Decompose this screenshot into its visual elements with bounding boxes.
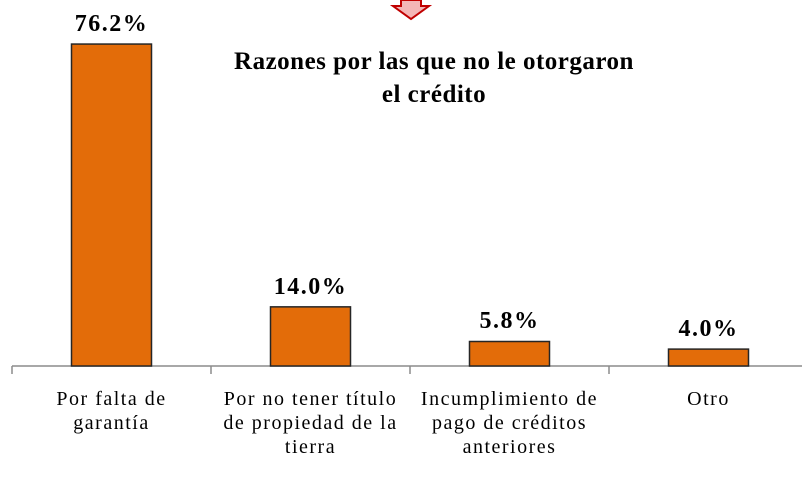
- x-tick-label: Otro: [687, 388, 730, 410]
- x-tick-label: Incumplimiento de pago de créditos anter…: [420, 388, 599, 458]
- chart-title: Razones por las que no le otorgaron el c…: [234, 48, 634, 108]
- x-tick-label: Por no tener título de propiedad de la t…: [223, 388, 398, 458]
- bar: [269, 306, 352, 367]
- bar: [468, 340, 551, 367]
- data-label: 4.0%: [678, 316, 739, 343]
- data-label: 76.2%: [74, 11, 149, 38]
- bar: [70, 43, 153, 367]
- data-label: 5.8%: [479, 308, 540, 335]
- x-tick-label: Por falta de garantía: [56, 388, 167, 434]
- bar: [667, 348, 750, 367]
- data-label: 14.0%: [273, 273, 348, 300]
- arrow-icon: [389, 0, 433, 21]
